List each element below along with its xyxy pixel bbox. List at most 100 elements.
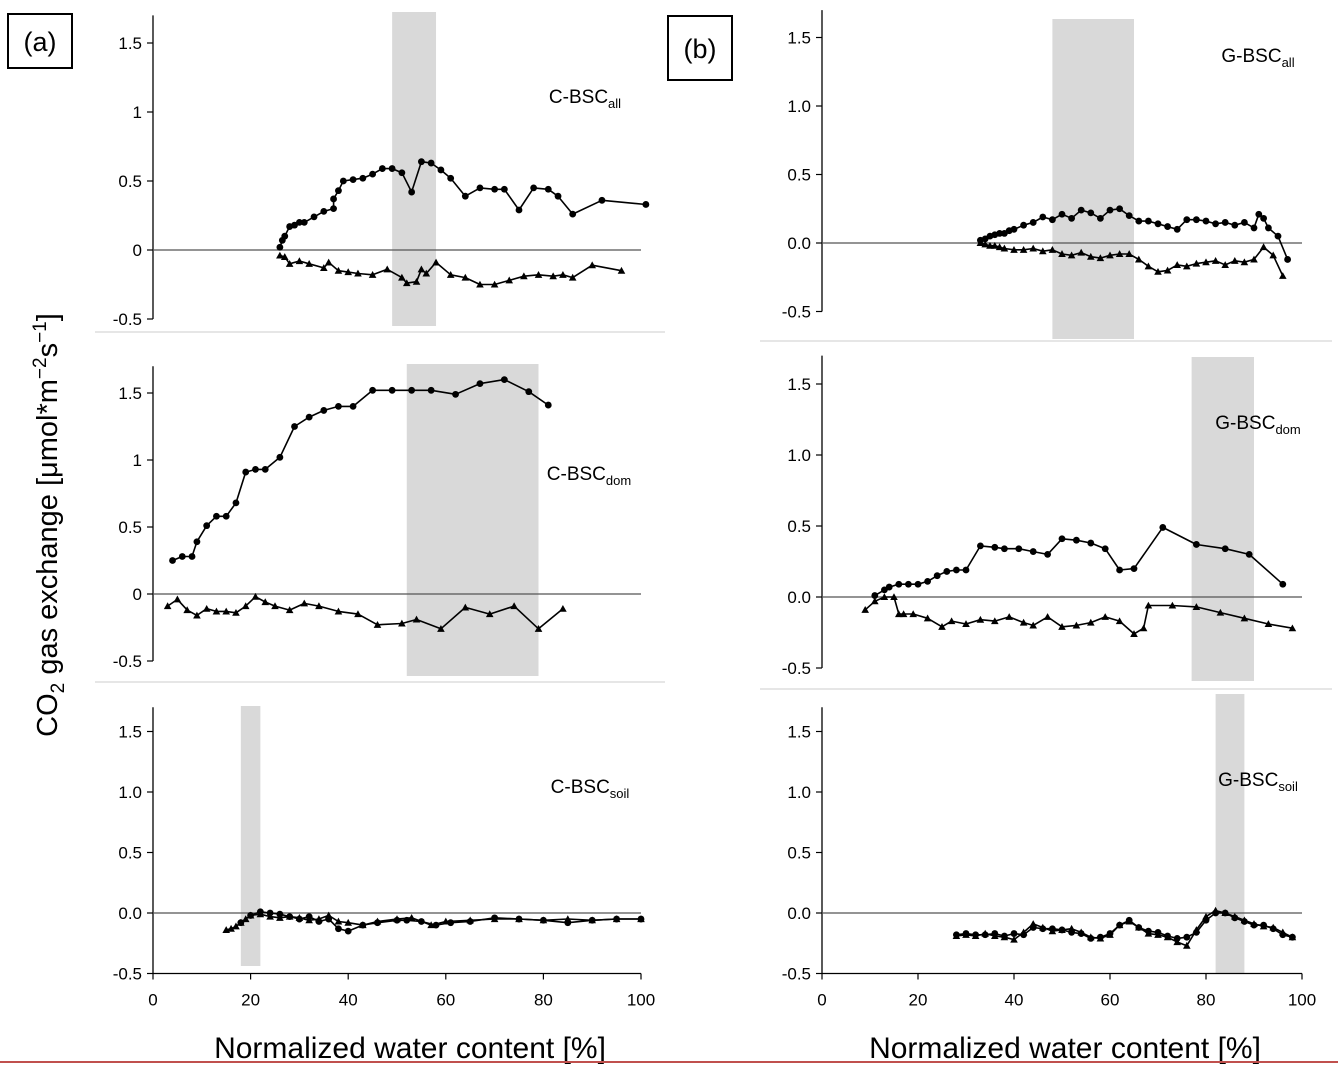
data-point-triangle [1183,262,1191,270]
data-point-triangle [1096,254,1105,262]
x-tick-label: 0 [148,991,157,1010]
data-point-triangle [539,916,548,924]
data-point-triangle [398,619,406,627]
x-tick-label: 40 [339,991,358,1010]
data-point-triangle [256,910,265,918]
data-point-circle [1183,933,1191,941]
data-point-triangle [246,911,255,919]
data-point-circle [344,927,352,935]
data-point-triangle [417,265,426,273]
y-tick-label: 0.5 [787,166,811,185]
data-point-circle [569,210,577,218]
data-point-circle [476,184,484,192]
data-point-triangle [947,617,956,625]
y-tick-label: 0.5 [118,172,142,191]
data-point-triangle [398,273,406,281]
data-point-circle [515,206,523,214]
data-point-triangle [490,915,499,923]
data-point-circle [1221,545,1229,553]
data-point-triangle [1072,621,1081,629]
data-point-triangle [1000,244,1009,252]
data-point-triangle [241,915,250,923]
data-point-triangle [295,914,304,921]
data-point-triangle [368,271,377,278]
data-point-circle [642,201,650,208]
data-point-triangle [1087,618,1095,626]
x-tick-label: 60 [436,991,455,1010]
data-point-circle [1087,539,1095,547]
data-point-circle [1058,210,1066,218]
data-point-triangle [617,266,626,274]
data-point-circle [1164,223,1171,230]
data-point-triangle [1144,601,1153,609]
data-point-triangle [1058,623,1066,630]
x-tick-label: 60 [1101,991,1120,1010]
y-tick-label: 1.0 [787,97,811,116]
data-point-circle [1245,551,1253,558]
y-tick-label: 0.0 [118,904,142,923]
data-point-triangle [1077,248,1085,256]
data-point-triangle [995,243,1004,251]
data-point-triangle [354,269,362,277]
y-tick-label: 0 [133,585,142,604]
data-point-circle [1279,580,1287,588]
data-point-triangle [300,599,309,607]
data-point-circle [1029,219,1037,226]
x-tick-label: 80 [534,991,553,1010]
data-point-triangle [1106,251,1114,259]
data-point-circle [1068,214,1075,222]
data-point-triangle [976,239,985,247]
highlight-band [240,706,261,966]
data-point-triangle [324,258,333,266]
data-point-triangle [422,269,431,277]
data-point-circle [359,174,367,182]
data-point-triangle [1019,246,1028,253]
data-point-circle [1039,213,1047,221]
data-point-circle [213,512,220,520]
data-point-triangle [515,915,523,923]
data-point-circle [276,243,284,251]
data-point-circle [349,176,357,184]
data-point-circle [1029,548,1037,555]
data-point-circle [1015,545,1023,553]
y-tick-label: 1 [133,103,142,122]
data-point-triangle [991,241,999,249]
data-point-triangle [1019,928,1028,936]
data-point-triangle [334,607,343,615]
data-point-circle [1284,256,1291,263]
data-point-triangle [315,915,323,923]
data-point-circle [369,170,376,178]
data-point-circle [1001,545,1008,553]
data-point-circle [242,468,250,476]
data-point-triangle [1288,624,1297,632]
data-point-circle [1260,214,1267,222]
data-point-triangle [981,240,989,248]
data-point-circle [339,177,347,185]
x-tick-label: 100 [627,991,655,1010]
data-point-triangle [1163,266,1172,274]
y-tick-label: 1.5 [787,375,811,394]
data-point-triangle [1211,257,1220,264]
data-point-circle [232,499,240,507]
data-point-circle [378,165,386,172]
data-point-triangle [952,932,961,940]
data-point-triangle [1106,930,1114,938]
data-point-circle [1250,224,1258,232]
data-point-circle [418,158,425,166]
y-tick-label: 1 [133,451,142,470]
x-tick-label: 20 [909,991,928,1010]
data-point-triangle [280,253,289,260]
data-point-triangle [354,610,362,618]
data-point-circle [1154,220,1162,228]
data-point-triangle [923,614,932,622]
data-point-triangle [183,606,191,614]
data-point-triangle [1269,923,1277,931]
panel-tag-box [7,13,73,69]
panel-label: G-BSCdom [1215,413,1300,437]
data-point-circle [427,386,435,394]
data-point-triangle [320,264,328,271]
data-point-triangle [1288,933,1297,941]
data-point-triangle [1067,924,1076,932]
data-point-triangle [1231,257,1239,264]
data-point-triangle [271,602,279,610]
